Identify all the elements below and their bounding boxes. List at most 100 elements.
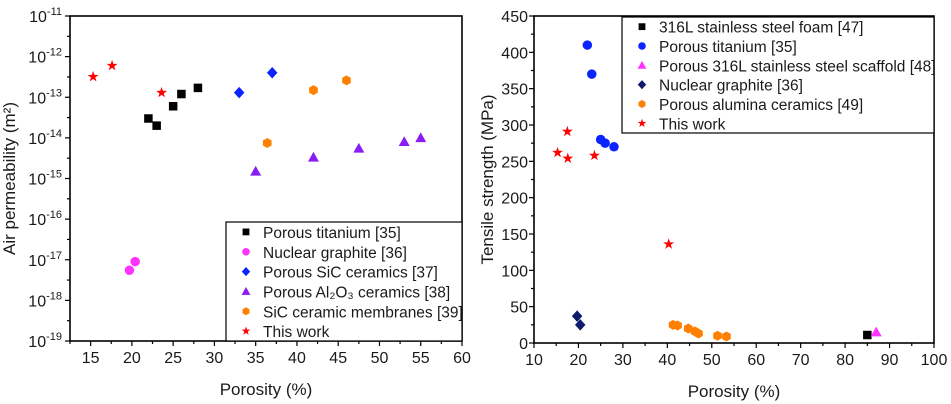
legend-label: Nuclear graphite [36] (263, 245, 407, 262)
y-tick-label: 300 (501, 118, 528, 135)
data-point (342, 75, 351, 86)
data-point (722, 331, 731, 342)
legend-marker (638, 23, 646, 31)
data-point (663, 238, 675, 249)
y-tick-label: 10-18 (28, 290, 62, 310)
data-point (415, 132, 427, 143)
data-point (574, 319, 586, 331)
y-tick-exponent: -11 (47, 6, 62, 18)
legend-label: Porous titanium [35] (263, 225, 401, 242)
x-tick-label: 30 (614, 352, 632, 369)
data-point (673, 320, 682, 331)
x-tick-label: 25 (164, 350, 182, 367)
data-point (863, 330, 872, 340)
data-point (588, 149, 600, 161)
y-tick-exponent: -14 (46, 128, 62, 140)
y-tick-label: 50 (510, 300, 528, 317)
y-axis-label: Air permeability (m²) (0, 102, 19, 255)
data-point (307, 151, 319, 162)
data-point (250, 165, 262, 176)
y-tick-base: 10 (28, 334, 46, 351)
y-tick-label: 10-15 (28, 169, 62, 189)
legend-marker (241, 266, 251, 277)
data-point (309, 85, 318, 96)
y-tick-label: 250 (501, 154, 528, 171)
x-tick-label: 20 (123, 350, 141, 367)
data-point (193, 83, 203, 93)
x-tick-label: 35 (247, 350, 265, 367)
data-point (561, 125, 573, 137)
y-axis-label: Tensile strength (MPa) (478, 94, 497, 264)
data-point (398, 136, 410, 147)
y-tick-label: 10-17 (28, 250, 62, 270)
y-tick-exponent: -12 (46, 47, 62, 59)
x-tick-label: 20 (570, 352, 588, 369)
y-tick-exponent: -17 (46, 250, 62, 262)
series-hexagon (668, 319, 731, 342)
legend-label: Nuclear graphite [36] (659, 78, 803, 95)
data-point (152, 121, 161, 130)
y-tick-exponent: -16 (46, 209, 62, 221)
x-tick-label: 70 (792, 352, 810, 369)
legend-marker (637, 80, 647, 90)
data-point (870, 326, 882, 337)
y-tick-base: 10 (29, 9, 47, 26)
data-point (262, 137, 272, 148)
data-point (694, 328, 703, 339)
legend-label: Porous titanium [35] (659, 39, 797, 56)
series-circle (582, 40, 619, 152)
series-square (144, 83, 203, 130)
series-star (552, 125, 675, 249)
y-tick-exponent: -19 (46, 331, 62, 343)
legend: 316L stainless steel foam [47] Porous tit… (621, 16, 936, 134)
data-point (562, 152, 574, 164)
data-point (266, 67, 278, 79)
legend: Porous titanium [35] Nuclear graphite [36… (225, 221, 463, 342)
legend-box (225, 221, 463, 342)
data-point (353, 142, 365, 153)
data-point (713, 330, 722, 341)
data-point (106, 59, 118, 71)
legend-marker (638, 100, 646, 108)
y-tick-label: 350 (501, 82, 528, 99)
series-triangle (870, 326, 882, 337)
y-tick-label: 400 (501, 45, 528, 62)
y-tick-label: 10-12 (28, 47, 62, 67)
series-circle (124, 256, 140, 276)
legend-label: Porous 316L stainless steel scaffold [48… (659, 58, 936, 75)
tensile-strength-chart: 10 20 30 40 50 60 70 80 90 100 Porosity (%) 0 50 100 1… (478, 9, 947, 401)
series-diamond (233, 67, 278, 99)
legend-label: This work (659, 116, 726, 133)
data-point (168, 102, 178, 111)
x-tick-label: 15 (82, 350, 100, 367)
y-tick-base: 10 (28, 90, 46, 107)
legend-label: Porous SiC ceramics [37] (263, 265, 438, 282)
legend-label: This work (263, 324, 330, 341)
data-point (571, 310, 583, 322)
y-tick-base: 10 (28, 212, 46, 229)
data-point (144, 114, 153, 123)
data-point (582, 40, 593, 50)
x-tick-label: 100 (921, 352, 948, 369)
legend-marker (242, 247, 250, 256)
x-tick-label: 90 (881, 352, 899, 369)
y-tick-label: 10-14 (28, 128, 62, 148)
series-diamond (571, 310, 586, 331)
data-point (609, 142, 619, 152)
data-point (124, 265, 135, 276)
data-point (233, 86, 245, 99)
series-square (863, 330, 872, 340)
y-tick-base: 10 (28, 131, 46, 148)
x-tick-label: 50 (703, 352, 721, 369)
x-tick-label: 40 (288, 350, 306, 367)
x-tick-label: 50 (371, 350, 389, 367)
legend-label: 316L stainless steel foam [47] (659, 20, 864, 37)
y-tick-label: 100 (501, 263, 528, 280)
x-axis-label: Porosity (%) (220, 380, 313, 399)
x-tick-label: 30 (206, 350, 224, 367)
data-point (683, 323, 693, 334)
x-tick-label: 60 (747, 352, 765, 369)
data-point (156, 86, 168, 98)
